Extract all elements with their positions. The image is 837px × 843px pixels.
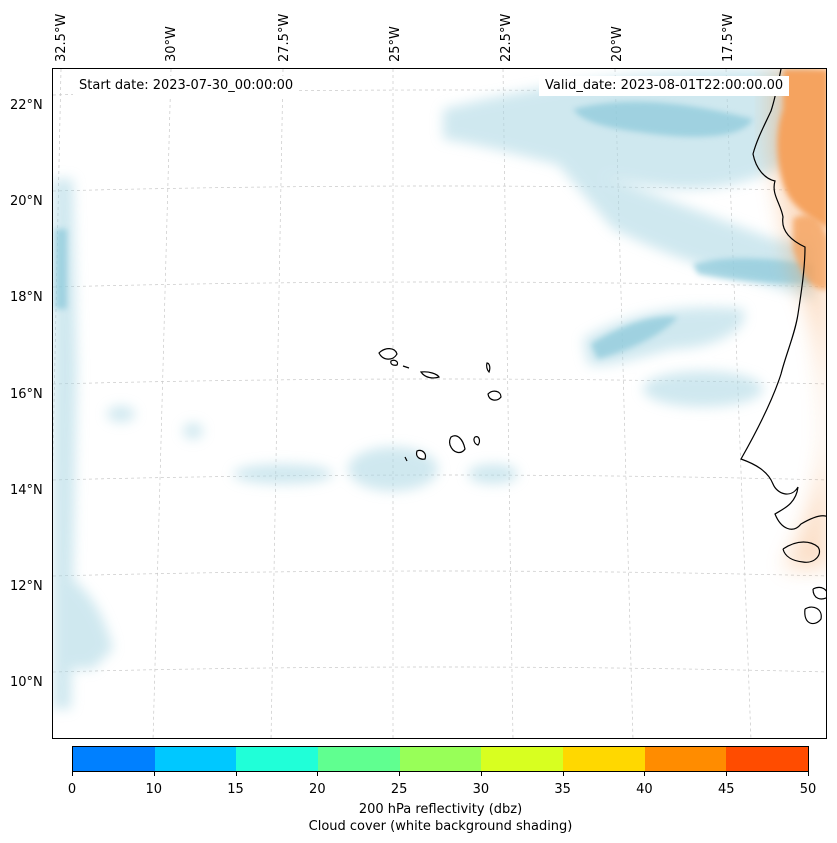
cloud-shading-strong — [55, 101, 813, 359]
map-canvas — [53, 69, 826, 738]
colorbar-segment-1 — [154, 747, 237, 771]
island-santa-luzia — [402, 365, 410, 369]
colorbar-tick-mark-45 — [726, 771, 728, 776]
cloud-patch-west-mid — [233, 464, 333, 484]
island-brava — [404, 456, 408, 462]
colorbar-segment-6 — [563, 747, 645, 771]
cloud-patch-central — [348, 447, 438, 491]
start-date-label: Start date: 2023-07-30_00:00:00 — [73, 76, 300, 96]
lat-label-20n: 20°N — [10, 194, 43, 209]
island-sal — [486, 362, 491, 374]
colorbar-tick-label-20: 20 — [309, 782, 326, 797]
colorbar-tick-mark-10 — [153, 771, 155, 776]
lon-label-22-5w: 22.5°W — [499, 13, 514, 62]
lat-label-22n: 22°N — [10, 98, 43, 113]
colorbar-segment-8 — [726, 747, 809, 771]
cloud-core-west — [55, 229, 67, 309]
reflectivity-core — [777, 69, 826, 228]
gridline-lat-10n — [53, 666, 826, 673]
cape-verde-islands — [378, 348, 502, 462]
cloud-core-east — [693, 258, 813, 284]
lat-label-16n: 16°N — [10, 387, 43, 402]
gridline-lon-20w — [614, 69, 634, 738]
colorbar-segment-7 — [644, 747, 727, 771]
colorbar-segment-0 — [73, 747, 155, 771]
cloud-patch-small-3 — [468, 464, 518, 484]
island-santiago — [448, 435, 466, 454]
colorbar-tick-label-25: 25 — [390, 782, 408, 797]
gridline-lat-16n — [53, 378, 826, 385]
cloud-patch-small-2 — [183, 423, 203, 439]
gridline-lat-20n — [53, 185, 826, 192]
colorbar-segment-3 — [318, 747, 400, 771]
cloud-patch-small-1 — [107, 406, 135, 422]
gridline-lat-14n — [53, 474, 826, 481]
colorbar-tick-label-50: 50 — [799, 782, 817, 797]
colorbar-label-cloud-cover: Cloud cover (white background shading) — [308, 819, 573, 834]
island-fogo — [415, 449, 427, 460]
cloud-shading — [53, 69, 813, 709]
coastline-west-africa — [740, 69, 826, 530]
colorbar-segment-2 — [236, 747, 319, 771]
gridline-lat-12n — [53, 570, 826, 577]
island-santo-antao — [378, 348, 398, 360]
island-boa-vista — [487, 390, 502, 401]
lat-label-10n: 10°N — [10, 675, 43, 690]
colorbar-tick-label-30: 30 — [472, 782, 490, 797]
coastline — [740, 69, 826, 625]
colorbar-tick-mark-30 — [480, 771, 482, 776]
coastline-southern-islands — [804, 606, 822, 625]
cloud-patch-sw — [53, 569, 113, 669]
valid-date-label: Valid_date: 2023-08-01T22:00:00.00 — [539, 76, 790, 96]
gridline-lon-30w — [152, 69, 172, 738]
colorbar-tick-mark-35 — [562, 771, 564, 776]
gridline-lat-18n — [53, 281, 826, 288]
lon-label-25w: 25°W — [388, 26, 403, 62]
colorbar-tick-label-0: 0 — [67, 782, 77, 797]
cloud-band-mid — [583, 307, 745, 366]
colorbar-tick-mark-25 — [399, 771, 401, 776]
colorbar-tick-label-10: 10 — [145, 782, 163, 797]
island-sao-vicente — [390, 359, 399, 366]
gridline-lon-27-5w — [270, 69, 284, 738]
colorbar-tick-mark-50 — [808, 771, 809, 776]
reflectivity-colorbar — [72, 746, 809, 772]
colorbar-tick-label-40: 40 — [636, 782, 653, 797]
colorbar-segment-4 — [399, 747, 482, 771]
island-sao-nicolau — [419, 371, 440, 379]
colorbar-tick-mark-40 — [644, 771, 646, 776]
map-panel[interactable] — [52, 68, 827, 739]
lat-label-18n: 18°N — [10, 290, 43, 305]
coastline-bijagos — [812, 586, 826, 600]
coastline-guinea-bissau — [782, 541, 821, 563]
lon-label-27-5w: 27.5°W — [277, 13, 292, 62]
reflectivity-core-2 — [793, 215, 826, 290]
lat-label-14n: 14°N — [10, 483, 43, 498]
colorbar-tick-label-15: 15 — [227, 782, 244, 797]
lon-label-32-5w: 32.5°W — [54, 13, 69, 62]
colorbar-tick-mark-15 — [235, 771, 237, 776]
gridline-lon-22-5w — [502, 69, 514, 738]
cloud-core-mid — [591, 316, 678, 359]
colorbar-tick-label-45: 45 — [717, 782, 735, 797]
lat-label-12n: 12°N — [10, 579, 43, 594]
lon-label-30w: 30°W — [164, 26, 179, 62]
colorbar-label-reflectivity: 200 hPa reflectivity (dbz) — [358, 802, 523, 817]
lon-label-20w: 20°W — [610, 26, 625, 62]
cloud-patch-east-mid — [643, 371, 763, 407]
cloud-core-north — [573, 101, 753, 137]
colorbar-tick-mark-0 — [72, 771, 73, 776]
colorbar-tick-mark-20 — [317, 771, 319, 776]
colorbar-tick-label-35: 35 — [554, 782, 571, 797]
colorbar-segment-5 — [481, 747, 564, 771]
gridline-lon-17-5w — [725, 69, 752, 738]
lon-label-17-5w: 17.5°W — [721, 13, 736, 62]
reflectivity-shading — [766, 69, 826, 569]
island-maio — [473, 436, 481, 446]
